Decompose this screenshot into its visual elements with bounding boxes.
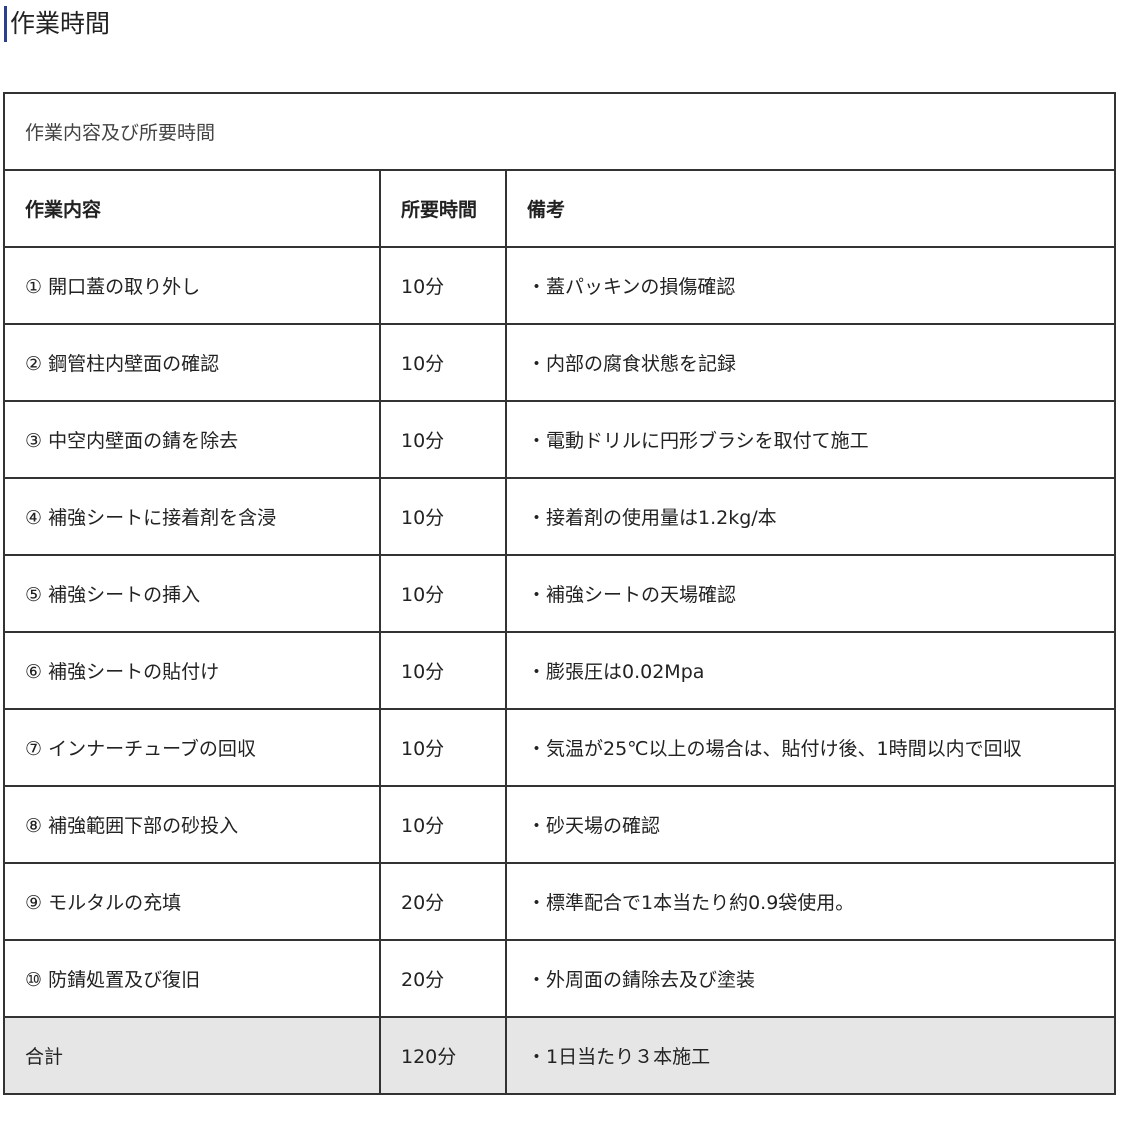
task-cell: ④ 補強シートに接着剤を含浸 <box>3 477 381 556</box>
notes-cell: ・内部の腐食状態を記録 <box>505 323 1116 402</box>
table-row: ② 鋼管柱内壁面の確認 10分 ・内部の腐食状態を記録 <box>3 323 1116 402</box>
table-row: ④ 補強シートに接着剤を含浸 10分 ・接着剤の使用量は1.2kg/本 <box>3 477 1116 556</box>
table-caption-row: 作業内容及び所要時間 <box>3 92 1116 171</box>
notes-cell: ・砂天場の確認 <box>505 785 1116 864</box>
duration-cell: 10分 <box>379 708 507 787</box>
duration-cell: 10分 <box>379 323 507 402</box>
table-caption: 作業内容及び所要時間 <box>3 92 1116 171</box>
duration-cell: 20分 <box>379 939 507 1018</box>
notes-cell: ・接着剤の使用量は1.2kg/本 <box>505 477 1116 556</box>
table-row: ⑨ モルタルの充填 20分 ・標準配合で1本当たり約0.9袋使用。 <box>3 862 1116 941</box>
table-row: ① 開口蓋の取り外し 10分 ・蓋パッキンの損傷確認 <box>3 246 1116 325</box>
task-cell: ⑤ 補強シートの挿入 <box>3 554 381 633</box>
table-row: ⑧ 補強範囲下部の砂投入 10分 ・砂天場の確認 <box>3 785 1116 864</box>
task-cell: ⑧ 補強範囲下部の砂投入 <box>3 785 381 864</box>
duration-cell: 20分 <box>379 862 507 941</box>
task-cell: ③ 中空内壁面の錆を除去 <box>3 400 381 479</box>
duration-cell: 120分 <box>379 1016 507 1095</box>
task-cell: ⑥ 補強シートの貼付け <box>3 631 381 710</box>
notes-cell: ・膨張圧は0.02Mpa <box>505 631 1116 710</box>
task-cell: 合計 <box>3 1016 381 1095</box>
notes-cell: ・気温が25℃以上の場合は、貼付け後、1時間以内で回収 <box>505 708 1116 787</box>
duration-cell: 10分 <box>379 477 507 556</box>
header-duration: 所要時間 <box>379 169 507 248</box>
notes-cell: ・電動ドリルに円形ブラシを取付て施工 <box>505 400 1116 479</box>
notes-cell: ・補強シートの天場確認 <box>505 554 1116 633</box>
page-title: 作業時間 <box>4 6 110 42</box>
duration-cell: 10分 <box>379 400 507 479</box>
duration-cell: 10分 <box>379 246 507 325</box>
task-cell: ① 開口蓋の取り外し <box>3 246 381 325</box>
duration-cell: 10分 <box>379 785 507 864</box>
table-row: ③ 中空内壁面の錆を除去 10分 ・電動ドリルに円形ブラシを取付て施工 <box>3 400 1116 479</box>
table-row: ⑥ 補強シートの貼付け 10分 ・膨張圧は0.02Mpa <box>3 631 1116 710</box>
notes-cell: ・外周面の錆除去及び塗装 <box>505 939 1116 1018</box>
total-row: 合計 120分 ・1日当たり３本施工 <box>3 1016 1116 1095</box>
table-header-row: 作業内容 所要時間 備考 <box>3 169 1116 248</box>
duration-cell: 10分 <box>379 554 507 633</box>
work-time-table: 作業内容及び所要時間 作業内容 所要時間 備考 ① 開口蓋の取り外し 10分 ・蓋パ… <box>3 92 1116 1095</box>
task-cell: ⑩ 防錆処置及び復旧 <box>3 939 381 1018</box>
notes-cell: ・標準配合で1本当たり約0.9袋使用。 <box>505 862 1116 941</box>
duration-cell: 10分 <box>379 631 507 710</box>
task-cell: ⑨ モルタルの充填 <box>3 862 381 941</box>
header-notes: 備考 <box>505 169 1116 248</box>
table-row: ⑦ インナーチューブの回収 10分 ・気温が25℃以上の場合は、貼付け後、1時間以内… <box>3 708 1116 787</box>
task-cell: ② 鋼管柱内壁面の確認 <box>3 323 381 402</box>
notes-cell: ・1日当たり３本施工 <box>505 1016 1116 1095</box>
notes-cell: ・蓋パッキンの損傷確認 <box>505 246 1116 325</box>
table-row: ⑤ 補強シートの挿入 10分 ・補強シートの天場確認 <box>3 554 1116 633</box>
task-cell: ⑦ インナーチューブの回収 <box>3 708 381 787</box>
table-row: ⑩ 防錆処置及び復旧 20分 ・外周面の錆除去及び塗装 <box>3 939 1116 1018</box>
header-task: 作業内容 <box>3 169 381 248</box>
